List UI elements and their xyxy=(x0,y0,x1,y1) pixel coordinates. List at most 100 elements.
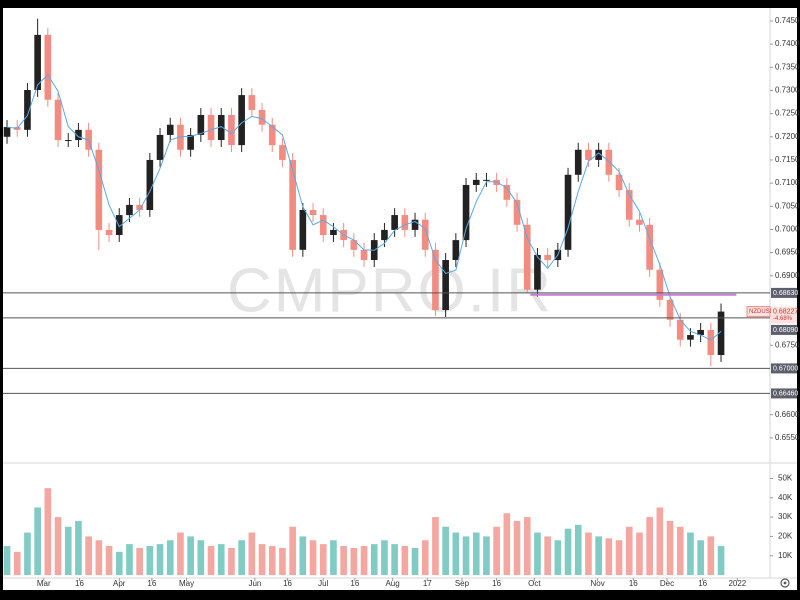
candle-body xyxy=(585,149,592,160)
chart-background xyxy=(3,8,797,590)
volume-tick-label: 20K xyxy=(778,532,793,541)
volume-bar xyxy=(401,546,409,575)
candle-body xyxy=(605,149,613,175)
volume-bar xyxy=(707,536,715,575)
candle-body xyxy=(268,124,276,146)
volume-bar xyxy=(432,517,439,575)
y-tick-label: 0.65500 xyxy=(775,433,800,442)
candle-body xyxy=(279,145,286,160)
x-tick-label: 2022 xyxy=(728,579,746,588)
candle-body xyxy=(636,219,643,225)
candle-body xyxy=(217,115,225,141)
volume-bar xyxy=(54,517,62,575)
x-tick-label: Sep xyxy=(455,579,470,588)
volume-bar xyxy=(24,532,31,575)
candle-body xyxy=(503,184,511,200)
volume-bar xyxy=(370,544,378,575)
volume-bar xyxy=(493,526,500,575)
candle-body xyxy=(156,134,164,160)
candle-body xyxy=(574,149,582,175)
volume-bar xyxy=(115,551,123,575)
volume-bar xyxy=(95,540,103,575)
candle-body xyxy=(462,184,470,241)
volume-bar xyxy=(64,526,72,575)
candle-body xyxy=(54,99,62,141)
volume-bar xyxy=(411,547,419,575)
candle-body xyxy=(472,179,480,185)
x-tick-label: May xyxy=(179,579,194,588)
settings-icon[interactable] xyxy=(780,578,790,588)
level-label-box xyxy=(771,363,797,374)
settings-gear[interactable] xyxy=(780,578,790,588)
volume-bar xyxy=(717,546,725,575)
volume-bar xyxy=(544,536,551,575)
moving-average xyxy=(6,73,722,341)
candle-body xyxy=(707,329,715,355)
x-tick-label: 17 xyxy=(423,579,432,588)
volume-bar xyxy=(75,520,82,575)
x-tick-label: Aug xyxy=(385,579,399,588)
candle-body xyxy=(421,219,429,250)
volume-bar xyxy=(279,547,286,575)
volume-bar xyxy=(3,546,11,575)
candle-body xyxy=(544,254,551,261)
volume-bar xyxy=(595,536,602,575)
candle-body xyxy=(442,260,449,311)
volume-bar xyxy=(197,540,205,575)
volume-bar xyxy=(136,547,143,575)
volume-bar xyxy=(248,532,256,575)
candle-body xyxy=(432,249,439,311)
volume-bar xyxy=(625,526,633,575)
candle-body xyxy=(625,190,633,220)
volume-bar xyxy=(636,532,643,575)
level-label: 0.66460 xyxy=(773,390,798,397)
volume-tick-label: 10K xyxy=(778,551,793,560)
candle-body xyxy=(187,134,194,150)
volume-bar xyxy=(166,540,174,575)
volume-bar xyxy=(207,546,215,575)
watermark: CMPRO.IR xyxy=(227,256,553,325)
candle-body xyxy=(136,204,143,210)
candle-body xyxy=(248,95,256,110)
candle-body xyxy=(319,215,327,235)
volume-bar xyxy=(656,507,664,575)
price-box xyxy=(771,306,797,324)
level-label: 0.68090 xyxy=(773,327,798,334)
candle-body xyxy=(197,115,205,135)
candle-body xyxy=(207,115,215,141)
candle-body xyxy=(3,127,11,137)
x-tick-label: 16 xyxy=(350,579,359,588)
settings-gear-center[interactable] xyxy=(783,581,787,585)
volume-bar xyxy=(697,540,704,575)
x-tick-label: 16 xyxy=(629,579,638,588)
candle-body xyxy=(350,240,358,250)
volume-bar xyxy=(513,520,521,575)
candle-body xyxy=(564,174,572,250)
candle-body xyxy=(534,254,541,290)
volume-bar xyxy=(462,536,470,575)
candle-body xyxy=(309,209,317,216)
volume-bar xyxy=(421,540,429,575)
candle-body xyxy=(330,229,337,235)
candle-body xyxy=(493,179,500,185)
candle-body xyxy=(401,215,409,230)
volume-bar xyxy=(146,546,154,575)
x-tick-label: Oct xyxy=(528,579,541,588)
candle-body xyxy=(105,229,113,235)
volume-bar xyxy=(319,544,327,575)
x-tick-label: Nov xyxy=(591,579,605,588)
x-tick-label: Jul xyxy=(318,579,328,588)
candle-body xyxy=(615,174,623,191)
volume-bar xyxy=(44,488,52,575)
volume-bar xyxy=(258,544,266,575)
